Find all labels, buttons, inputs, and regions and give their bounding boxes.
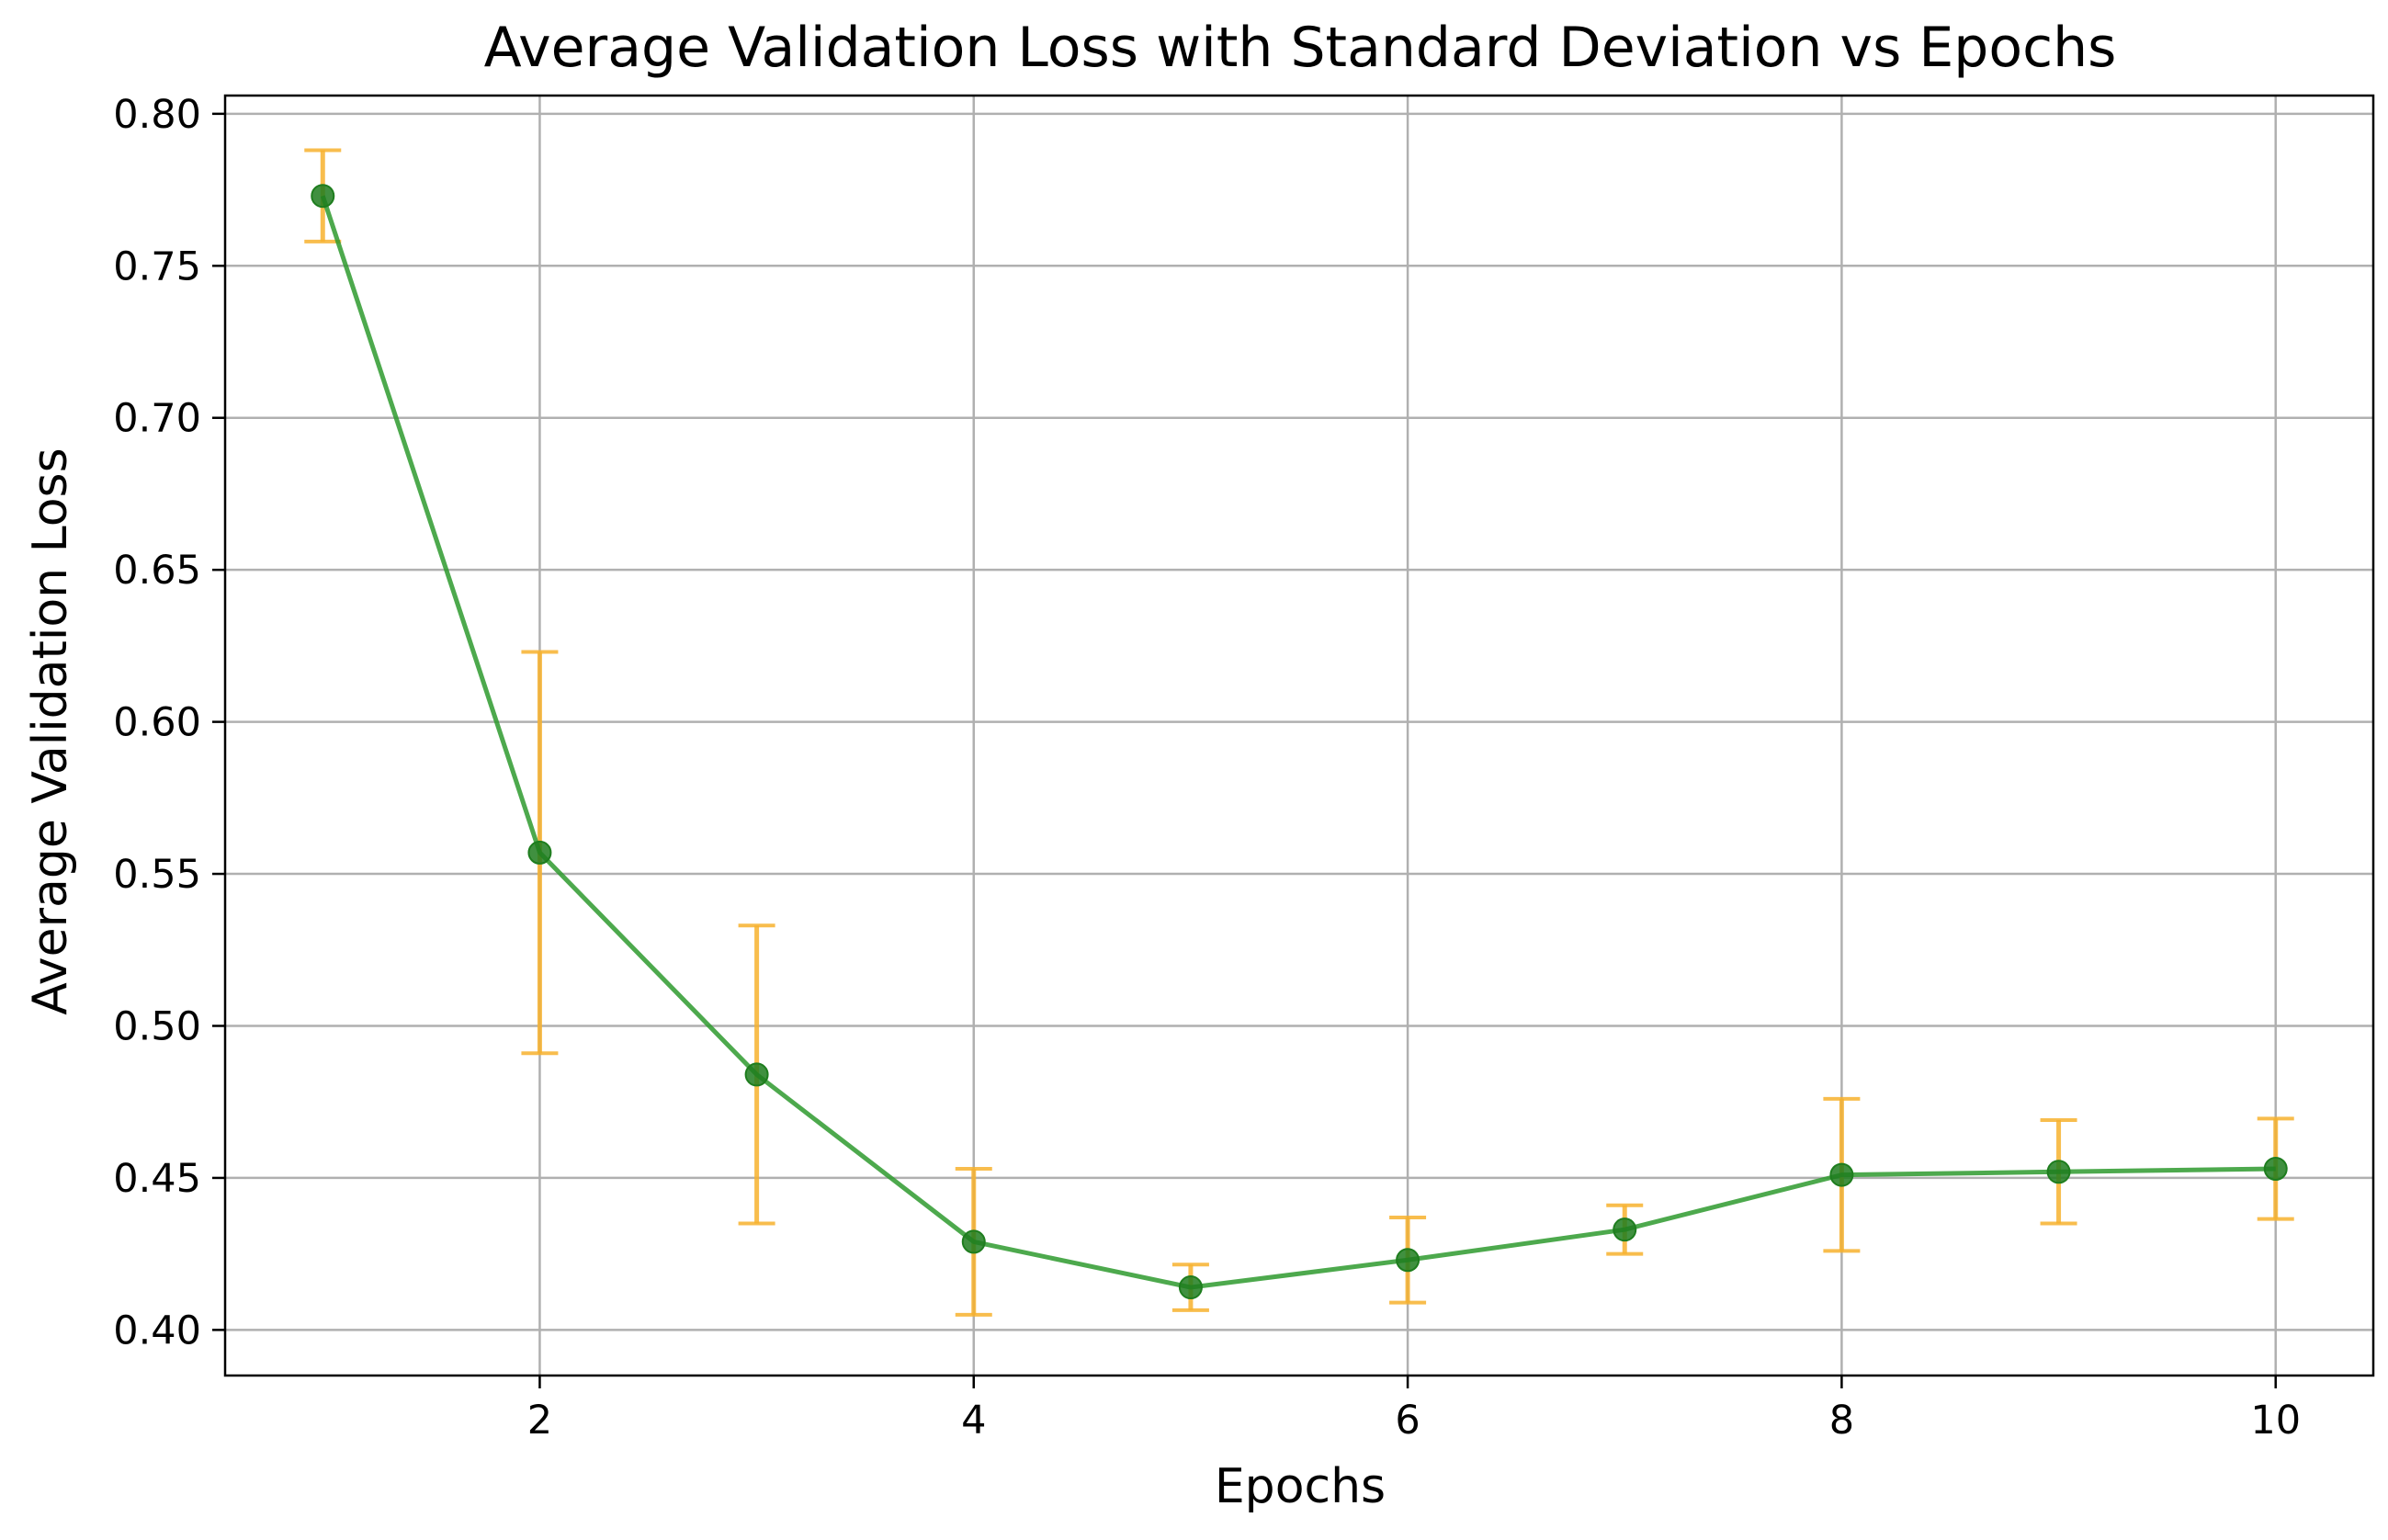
y-tick-label: 0.45 xyxy=(113,1156,201,1202)
data-point xyxy=(1613,1217,1637,1242)
x-tick-label: 10 xyxy=(2250,1398,2301,1444)
x-tick-label: 2 xyxy=(527,1398,552,1444)
error-bars xyxy=(304,148,2294,1317)
y-tick-label: 0.80 xyxy=(113,92,201,138)
y-tick-label: 0.70 xyxy=(113,396,201,442)
grid xyxy=(225,96,2373,1376)
plot-frame xyxy=(223,94,2375,1377)
data-point xyxy=(1396,1248,1420,1273)
y-axis-label: Average Validation Loss xyxy=(23,447,78,1014)
data-point xyxy=(311,184,335,209)
data-point xyxy=(2263,1157,2288,1182)
x-tick-label: 6 xyxy=(1395,1398,1420,1444)
y-tick-label: 0.40 xyxy=(113,1308,201,1353)
data-point xyxy=(2046,1160,2071,1184)
data-point xyxy=(1178,1275,1203,1300)
data-point xyxy=(1829,1162,1854,1187)
series xyxy=(311,184,2288,1300)
x-tick-label: 8 xyxy=(1829,1398,1854,1444)
x-tick-label: 4 xyxy=(961,1398,986,1444)
x-axis-label: Epochs xyxy=(1215,1459,1386,1514)
series-line xyxy=(320,195,2276,1290)
y-tick-label: 0.75 xyxy=(113,243,201,289)
data-point xyxy=(527,840,552,865)
y-tick-label: 0.65 xyxy=(113,548,201,594)
axes: 2 4 6 8 10 0.40 0.45 0.50 0.55 0.60 0.65 0.70 0.75 0.… xyxy=(113,92,2375,1444)
y-tick-label: 0.50 xyxy=(113,1003,201,1049)
y-tick-label: 0.55 xyxy=(113,852,201,898)
data-point xyxy=(744,1062,769,1087)
data-point xyxy=(961,1229,986,1254)
y-tick-label: 0.60 xyxy=(113,700,201,746)
chart-title: Average Validation Loss with Standard De… xyxy=(484,16,2117,80)
